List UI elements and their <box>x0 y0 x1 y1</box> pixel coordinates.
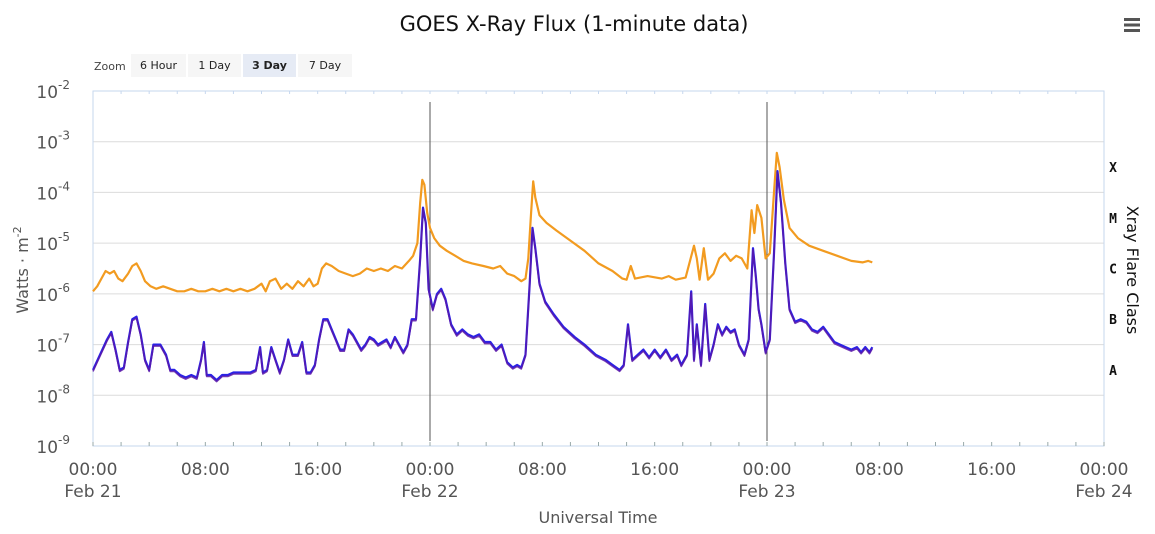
zoom-button-3-day[interactable]: 3 Day <box>243 54 296 77</box>
y-tick-exponent: -5 <box>58 230 70 244</box>
flare-class-label: A <box>1109 364 1117 379</box>
x-tick-time-label: 16:00 <box>967 460 1016 480</box>
y-axis-title-sup: -2 <box>11 226 24 237</box>
y-axis-title: Watts · m-2 <box>11 226 32 313</box>
y-tick-exponent: -2 <box>58 78 70 92</box>
flare-class-label: C <box>1109 263 1117 278</box>
x-tick-date-label: Feb 23 <box>738 482 795 502</box>
hamburger-menu-icon[interactable] <box>1124 18 1140 32</box>
zoom-button-7-day-label: 7 Day <box>309 59 342 72</box>
x-tick-time-label: 00:00 <box>406 460 455 480</box>
chart-title: GOES X-Ray Flux (1-minute data) <box>400 12 749 36</box>
y-tick-exponent: -6 <box>58 281 70 295</box>
y-tick-label: 10-5 <box>36 230 70 255</box>
plot-area-border <box>92 90 1105 447</box>
zoom-button-6-hour[interactable]: 6 Hour <box>131 54 186 77</box>
y-tick-exponent: -3 <box>58 129 70 143</box>
y-tick-base: 10 <box>36 184 58 204</box>
x-tick-time-label: 08:00 <box>855 460 904 480</box>
y-tick-base: 10 <box>36 438 58 458</box>
zoom-button-7-day[interactable]: 7 Day <box>298 54 352 77</box>
y-tick-base: 10 <box>36 83 58 103</box>
y-axis-ticks: 10-210-310-410-510-610-710-810-9 <box>36 78 70 458</box>
x-tick-time-label: 00:00 <box>743 460 792 480</box>
y-tick-label: 10-6 <box>36 281 70 306</box>
y-tick-label: 10-8 <box>36 382 70 407</box>
y-tick-label: 10-4 <box>36 179 70 204</box>
x-axis-title: Universal Time <box>538 508 657 527</box>
flare-class-label: X <box>1109 161 1117 176</box>
zoom-button-1-day-label: 1 Day <box>198 59 231 72</box>
zoom-button-3-day-label: 3 Day <box>252 59 287 72</box>
y-axis-title-text: Watts · m <box>13 237 32 313</box>
x-tick-time-label: 08:00 <box>518 460 567 480</box>
x-tick-time-label: 00:00 <box>1080 460 1129 480</box>
x-tick-date-label: Feb 21 <box>64 482 121 502</box>
y-tick-base: 10 <box>36 337 58 357</box>
y-tick-base: 10 <box>36 387 58 407</box>
grid-lines <box>93 90 1104 447</box>
x-tick-time-label: 00:00 <box>69 460 118 480</box>
flare-class-label: M <box>1109 212 1117 227</box>
series-layer <box>92 151 874 383</box>
y-tick-base: 10 <box>36 286 58 306</box>
y-tick-label: 10-7 <box>36 332 70 357</box>
series-line-short-overlay <box>92 171 874 383</box>
x-tick-time-label: 08:00 <box>181 460 230 480</box>
x-axis-minor-ticks <box>92 91 1105 446</box>
zoom-button-1-day[interactable]: 1 Day <box>188 54 241 77</box>
zoom-label: Zoom <box>94 60 126 73</box>
series-line-long <box>92 151 873 293</box>
y-tick-exponent: -8 <box>58 382 70 396</box>
flare-class-label: B <box>1109 313 1117 328</box>
x-tick-date-label: Feb 24 <box>1075 482 1132 502</box>
y-tick-exponent: -7 <box>58 332 70 346</box>
flare-class-title: Xray Flare Class <box>1123 206 1142 335</box>
flare-class-labels: X M C B A <box>1109 161 1117 379</box>
y-tick-exponent: -4 <box>58 179 70 193</box>
day-boundary-lines <box>429 102 768 441</box>
x-tick-time-label: 16:00 <box>293 460 342 480</box>
y-tick-exponent: -9 <box>58 433 70 447</box>
zoom-button-6-hour-label: 6 Hour <box>140 59 177 72</box>
x-tick-date-label: Feb 22 <box>401 482 458 502</box>
y-tick-base: 10 <box>36 235 58 255</box>
y-tick-base: 10 <box>36 134 58 154</box>
x-tick-time-label: 16:00 <box>630 460 679 480</box>
y-tick-label: 10-9 <box>36 433 70 458</box>
zoom-controls: Zoom 6 Hour 1 Day 3 Day 7 Day <box>94 54 352 77</box>
y-tick-label: 10-2 <box>36 78 70 103</box>
y-tick-label: 10-3 <box>36 129 70 154</box>
